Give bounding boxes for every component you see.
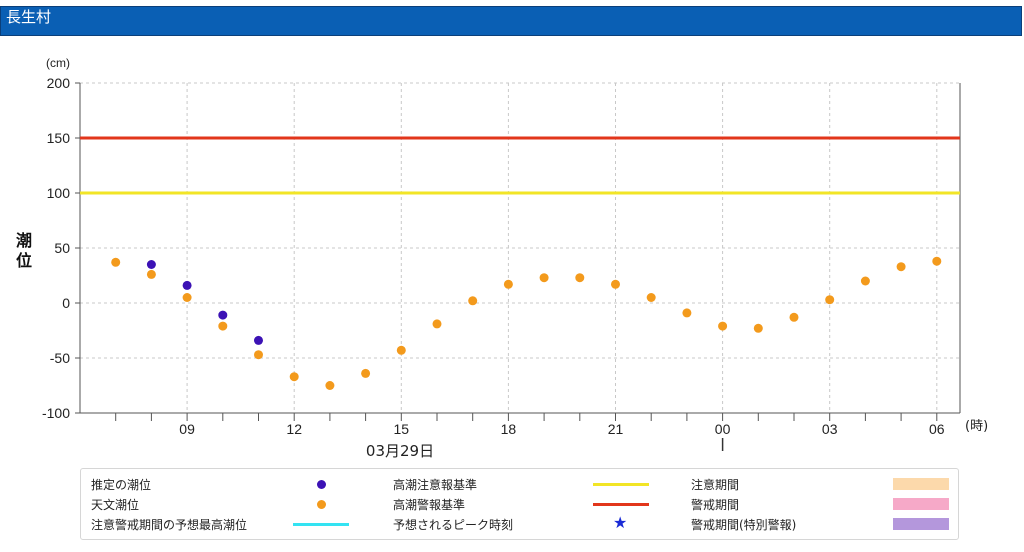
astronomical-tide-point xyxy=(682,308,692,318)
astronomical-tide-point xyxy=(468,296,478,306)
y-tick-label: 100 xyxy=(47,185,71,201)
astronomical-tide-point xyxy=(539,273,549,283)
legend-symbol-warning-period xyxy=(893,498,949,510)
legend-label-estimated-tide: 推定の潮位 xyxy=(91,478,152,492)
y-tick-label: -50 xyxy=(50,350,70,366)
x-tick-label: 03 xyxy=(822,421,838,437)
astronomical-tide-point xyxy=(253,350,263,360)
x-tick-label: 21 xyxy=(608,421,624,437)
legend-label-warning-advisory-level: 高潮注意報基準 xyxy=(393,478,478,492)
estimated-tide-point xyxy=(253,335,263,345)
title-bar: 長生村 xyxy=(0,0,1024,38)
astronomical-tide-point xyxy=(325,381,335,390)
legend-label-advisory-period: 注意期間 xyxy=(691,478,740,492)
astronomical-tide-point xyxy=(896,262,906,272)
astronomical-tide-point xyxy=(753,323,763,333)
x-tick-label: 15 xyxy=(394,421,410,437)
astronomical-tide-point xyxy=(146,269,156,279)
y-axis-title-char: 潮 xyxy=(16,231,32,250)
astronomical-tide-point xyxy=(860,276,870,286)
x-tick-label: 12 xyxy=(286,421,302,437)
y-unit-label: (cm) xyxy=(46,56,70,70)
estimated-tide-point xyxy=(182,280,192,290)
star-icon: ★ xyxy=(613,513,628,532)
legend-symbol-estimated-tide xyxy=(317,480,326,489)
legend-symbol-astronomical-tide xyxy=(317,500,326,509)
astronomical-tide-point xyxy=(182,293,192,302)
y-tick-label: 0 xyxy=(62,295,70,311)
x-tick-label: 06 xyxy=(929,421,945,437)
legend-symbol-warning-level xyxy=(593,503,649,506)
astronomical-tide-point xyxy=(218,321,228,331)
y-tick-label: 200 xyxy=(47,75,71,91)
estimated-tide-point xyxy=(146,260,156,269)
astronomical-tide-point xyxy=(289,372,299,382)
location-title: 長生村 xyxy=(6,8,52,26)
legend-symbol-warning-advisory-level xyxy=(593,483,649,486)
astronomical-tide-point xyxy=(111,257,121,267)
astronomical-tide-point xyxy=(646,293,656,302)
astronomical-tide-point xyxy=(396,345,406,355)
astronomical-tide-point xyxy=(361,368,371,378)
astronomical-tide-point xyxy=(610,279,620,289)
legend-symbol-special-warning-period xyxy=(893,518,949,530)
x-unit-label: (時) xyxy=(965,419,988,434)
astronomical-tide-point xyxy=(718,321,728,331)
title-bar-background xyxy=(0,6,1022,36)
estimated-tide-point xyxy=(218,310,228,320)
legend-symbol-advisory-period xyxy=(893,478,949,490)
x-tick-label: 18 xyxy=(501,421,517,437)
astronomical-tide-point xyxy=(503,279,513,289)
x-tick-label: 09 xyxy=(179,421,195,437)
date-label: 03月29日 xyxy=(366,442,434,460)
y-axis-title-char: 位 xyxy=(16,251,32,270)
legend-symbol-forecast-max-tide xyxy=(293,523,349,526)
astronomical-tide-point xyxy=(575,273,585,283)
astronomical-tide-point xyxy=(825,295,835,305)
astronomical-tide-point xyxy=(789,312,799,322)
legend-label-forecast-max-tide: 注意警戒期間の予想最高潮位 xyxy=(91,518,248,532)
legend-label-peak-time: 予想されるピーク時刻 xyxy=(393,518,514,532)
astronomical-tide-point xyxy=(432,319,442,329)
tide-chart: 200 150 100 50 0 -50 -100 09 12 15 18 21 00 03 06 (cm) (… xyxy=(16,56,988,460)
astronomical-tide-point xyxy=(932,256,942,266)
legend-label-warning-level: 高潮警報基準 xyxy=(393,498,466,512)
y-tick-label: -100 xyxy=(42,405,70,421)
legend-label-astronomical-tide: 天文潮位 xyxy=(91,498,140,512)
y-tick-label: 50 xyxy=(54,240,70,256)
legend-label-warning-period: 警戒期間 xyxy=(691,498,740,512)
x-tick-label: 00 xyxy=(715,421,731,437)
y-tick-label: 150 xyxy=(47,130,71,146)
legend-label-special-warning-period: 警戒期間(特別警報) xyxy=(691,518,797,532)
legend: 推定の潮位 天文潮位 注意警戒期間の予想最高潮位 高潮注意報基準 高潮警報基準 … xyxy=(80,468,959,540)
